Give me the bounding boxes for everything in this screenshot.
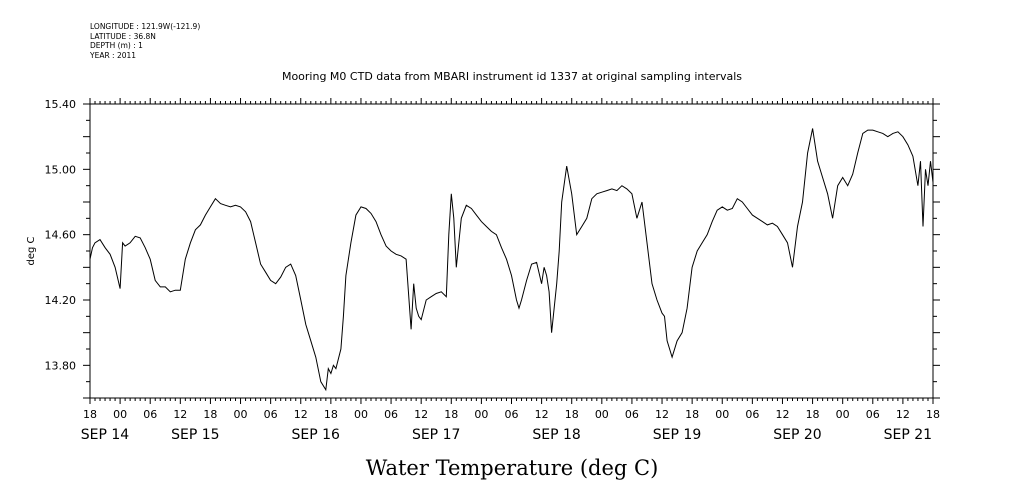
x-hour-label: 00	[113, 408, 127, 421]
y-tick-label: 14.20	[45, 294, 77, 307]
x-date-label: SEP 20	[773, 427, 821, 443]
x-hour-label: 18	[685, 408, 699, 421]
x-hour-label: 12	[173, 408, 187, 421]
meta-longitude: LONGITUDE : 121.9W(-121.9)	[90, 22, 201, 31]
x-hour-label: 00	[354, 408, 368, 421]
x-date-label: SEP 19	[653, 427, 701, 443]
x-date-label: SEP 21	[884, 427, 932, 443]
y-axis-tick-labels: 15.40 15.00 14.60 14.20 13.80	[45, 98, 77, 372]
plot-frame	[89, 103, 934, 399]
y-tick-label: 15.40	[45, 98, 77, 111]
meta-depth: DEPTH (m) : 1	[90, 41, 143, 50]
x-date-label: SEP 17	[412, 427, 460, 443]
x-hour-label: 18	[203, 408, 217, 421]
x-hour-label: 12	[896, 408, 910, 421]
y-tick-label: 15.00	[45, 163, 77, 176]
x-hour-label: 06	[384, 408, 398, 421]
x-hour-label: 12	[775, 408, 789, 421]
y-tick-label: 13.80	[45, 359, 77, 372]
x-hour-label: 06	[745, 408, 759, 421]
x-hour-label: 06	[143, 408, 157, 421]
series-line-water-temperature	[89, 128, 934, 392]
x-hour-label: 00	[836, 408, 850, 421]
x-hour-label: 06	[866, 408, 880, 421]
meta-year: YEAR : 2011	[90, 50, 137, 60]
x-hour-label: 00	[234, 408, 248, 421]
x-hour-label: 18	[83, 408, 97, 421]
x-hour-label: 06	[505, 408, 519, 421]
x-hour-label: 18	[806, 408, 820, 421]
x-date-label: SEP 18	[532, 427, 580, 443]
x-hour-label: 18	[324, 408, 338, 421]
x-hour-label: 06	[264, 408, 278, 421]
metadata-block: LONGITUDE : 121.9W(-121.9) LATITUDE : 36…	[90, 22, 200, 60]
x-date-label: SEP 14	[81, 427, 130, 443]
x-hour-label: 00	[715, 408, 729, 421]
x-hour-label: 12	[535, 408, 549, 421]
chart-title: Mooring M0 CTD data from MBARI instrumen…	[282, 70, 742, 83]
x-hour-label: 06	[625, 408, 639, 421]
x-date-label: SEP 15	[171, 427, 219, 443]
x-axis-date-labels: SEP 14 SEP 15 SEP 16 SEP 17 SEP 18 SEP 19 SEP …	[81, 427, 932, 443]
x-date-label: SEP 16	[292, 427, 341, 443]
x-hour-label: 12	[294, 408, 308, 421]
x-hour-label: 18	[565, 408, 579, 421]
meta-latitude: LATITUDE : 36.8N	[90, 31, 156, 41]
x-hour-label: 12	[414, 408, 428, 421]
x-hour-label: 18	[444, 408, 458, 421]
y-tick-label: 14.60	[45, 229, 77, 242]
x-hour-label: 00	[595, 408, 609, 421]
x-hour-label: 18	[926, 408, 940, 421]
x-hour-label: 00	[474, 408, 488, 421]
x-axis-label: Water Temperature (deg C)	[366, 456, 659, 480]
x-axis-hour-labels: 18 00 06 12 18 00 06 12 18 00 06 12 18 00 06 12 18 00 06 12…	[83, 408, 940, 421]
axis-ticks	[83, 98, 940, 404]
x-hour-label: 12	[655, 408, 669, 421]
y-axis-label: deg C	[26, 236, 37, 265]
